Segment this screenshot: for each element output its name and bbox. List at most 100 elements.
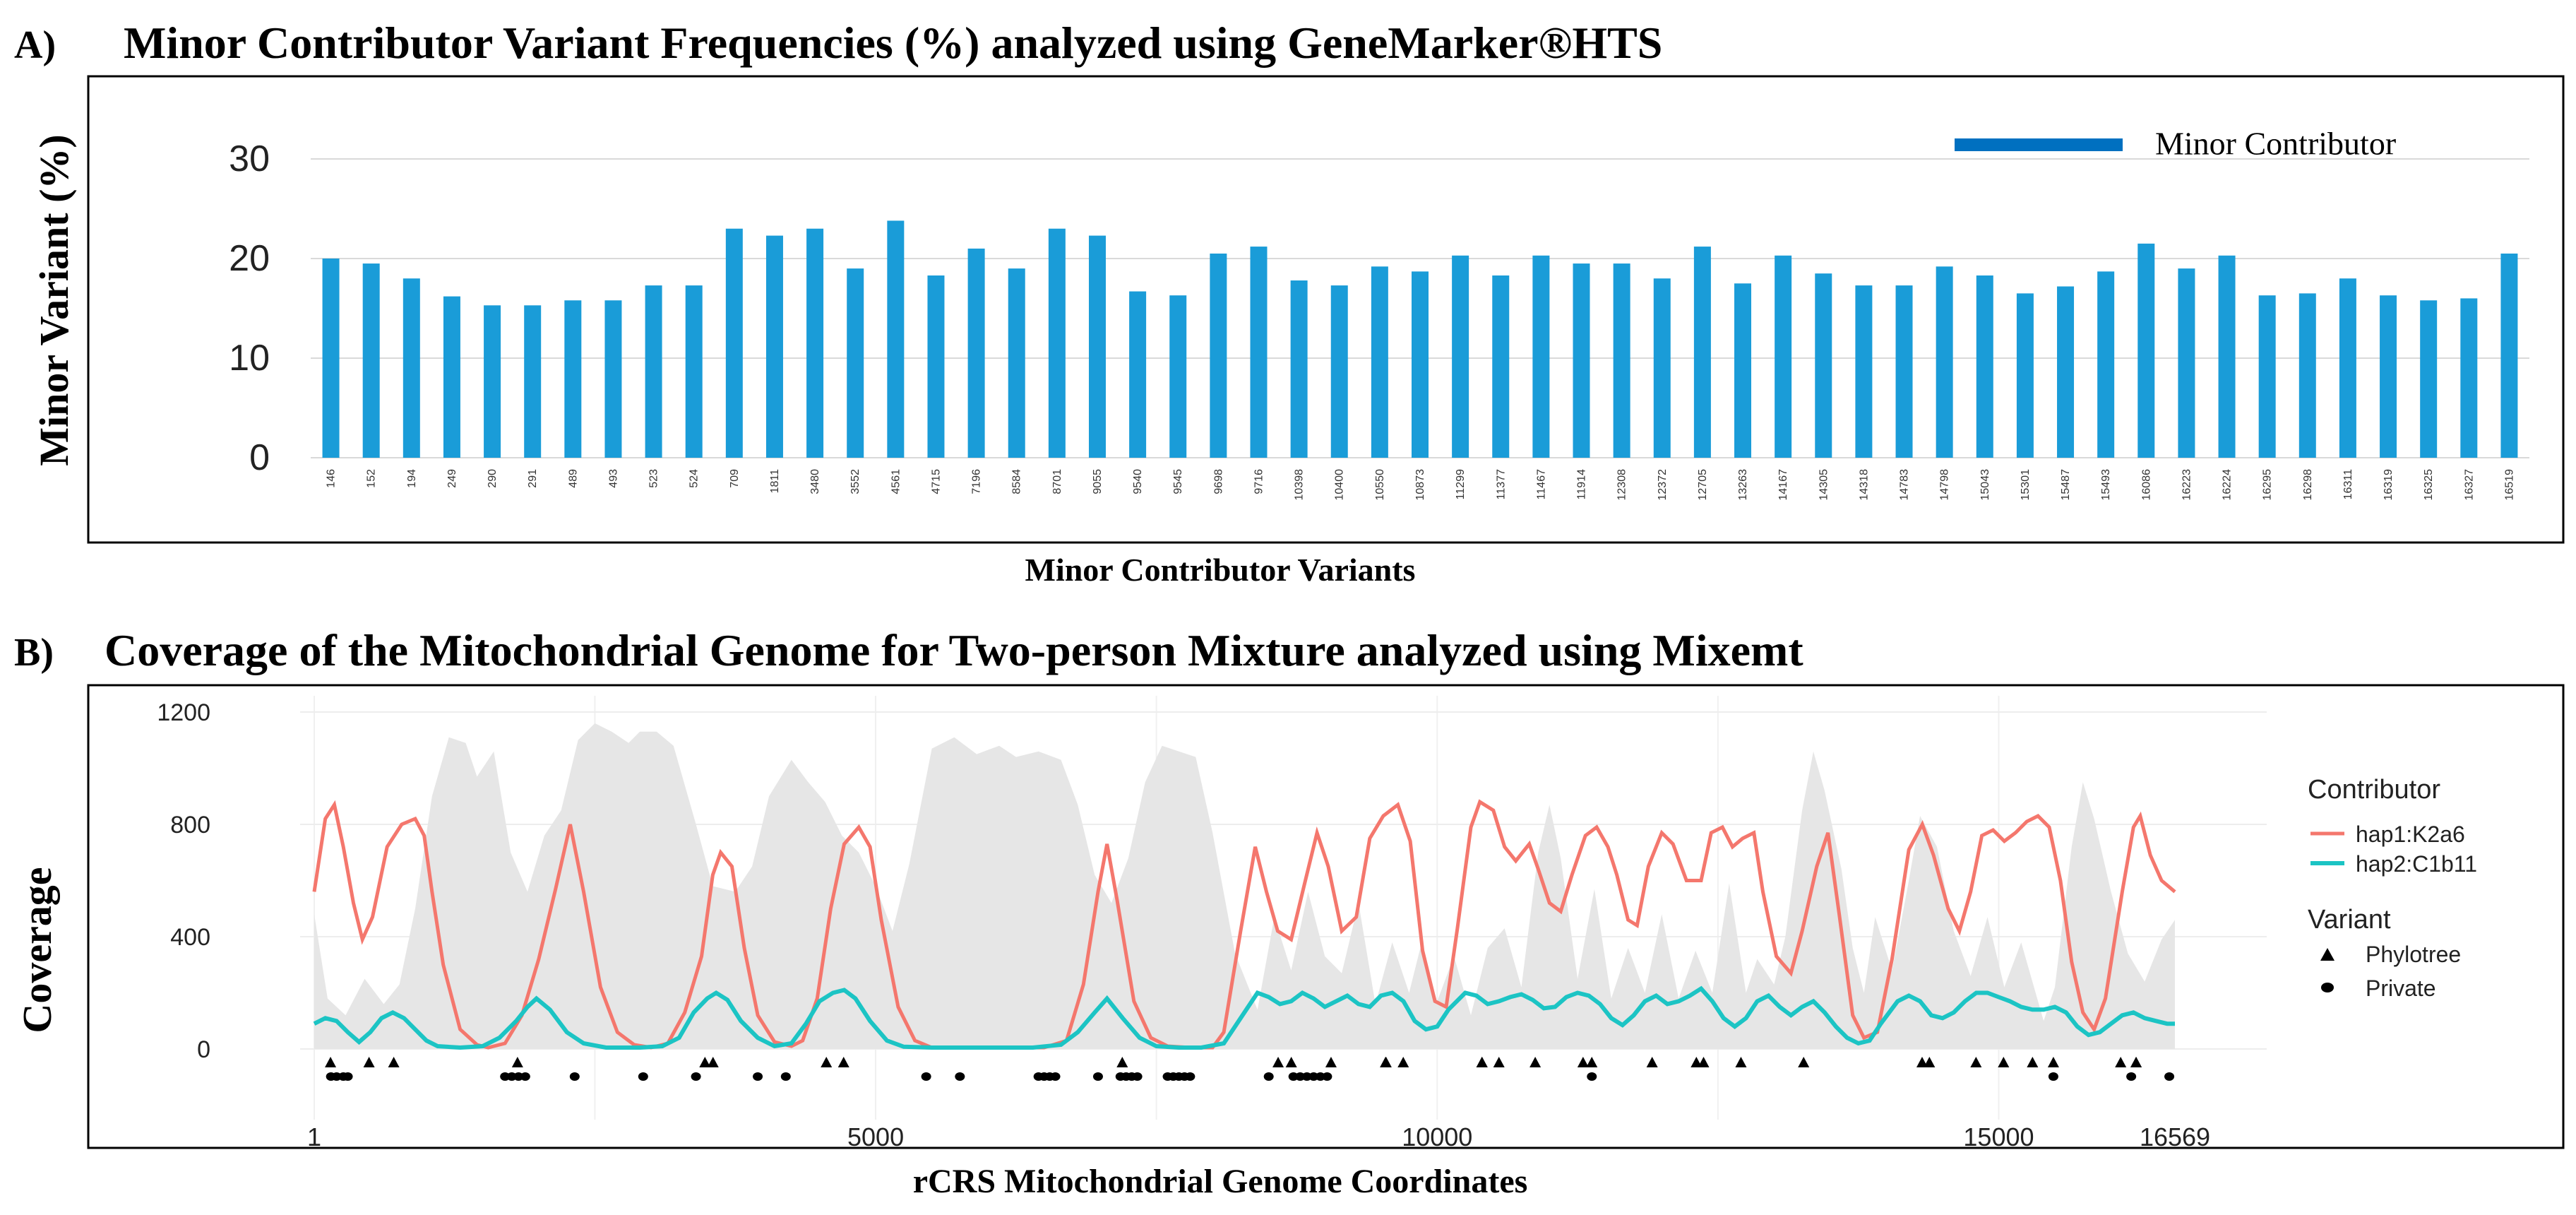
- phylotree-marker: [388, 1057, 400, 1067]
- panel-b-frame: [87, 684, 2565, 1149]
- a-x-tick-label: 523: [648, 469, 660, 488]
- a-x-tick-label: 16327: [2463, 469, 2475, 501]
- legend-phylotree-triangle-icon: [2320, 948, 2334, 961]
- a-x-tick-label: 14167: [1777, 469, 1789, 501]
- a-x-tick-label: 10550: [1374, 469, 1386, 501]
- private-marker: [753, 1072, 763, 1081]
- private-marker: [691, 1072, 701, 1081]
- phylotree-marker: [1586, 1057, 1598, 1067]
- a-bar-4715: [927, 275, 945, 458]
- panel-a-y-axis-label: Minor Variant (%): [31, 134, 77, 466]
- phylotree-marker: [1998, 1057, 2010, 1067]
- a-bar-152: [362, 263, 380, 458]
- a-x-tick-label: 12308: [1616, 469, 1628, 501]
- phylotree-marker: [1272, 1057, 1284, 1067]
- a-bar-10873: [1412, 271, 1429, 458]
- a-bar-9055: [1088, 235, 1106, 458]
- a-x-tick-label: 16298: [2302, 469, 2314, 501]
- private-marker: [569, 1072, 580, 1081]
- phylotree-marker: [1735, 1057, 1747, 1067]
- a-bar-11377: [1492, 275, 1510, 458]
- coverage-background-area: [314, 723, 2175, 1049]
- a-bar-493: [604, 300, 622, 458]
- private-marker: [1322, 1072, 1332, 1081]
- phylotree-marker: [511, 1057, 523, 1067]
- phylotree-marker: [707, 1057, 719, 1067]
- a-bar-14798: [1936, 266, 1953, 458]
- panel-b-y-ticks: 0 400 800 1200: [157, 699, 210, 1063]
- private-marker: [1050, 1072, 1061, 1081]
- private-marker: [1587, 1072, 1597, 1081]
- panel-b-legend: Contributor hap1:K2a6 hap2:C1b11 Variant…: [2308, 775, 2477, 1001]
- private-marker: [921, 1072, 931, 1081]
- a-bar-9716: [1250, 247, 1268, 458]
- a-bar-524: [685, 285, 703, 458]
- phylotree-marker: [1530, 1057, 1542, 1067]
- a-bar-16295: [2258, 295, 2276, 458]
- a-x-tick-label: 16086: [2140, 469, 2152, 501]
- a-x-tick-label: 8701: [1051, 469, 1063, 494]
- private-marker: [780, 1072, 791, 1081]
- private-marker: [520, 1072, 530, 1081]
- a-x-tick-label: 152: [366, 469, 378, 488]
- a-bar-16086: [2137, 243, 2155, 458]
- a-x-tick-label: 13263: [1737, 469, 1749, 501]
- a-bar-9545: [1169, 295, 1187, 458]
- panel-a-letter: A): [14, 23, 56, 67]
- a-x-tick-label: 9055: [1092, 469, 1104, 494]
- a-bar-16311: [2339, 278, 2356, 458]
- phylotree-marker: [1577, 1057, 1589, 1067]
- a-x-tick-label: 524: [688, 469, 700, 488]
- legend-contributor-title: Contributor: [2308, 775, 2440, 805]
- a-x-tick-label: 14318: [1858, 469, 1870, 501]
- phylotree-marker: [1690, 1057, 1703, 1067]
- a-bar-14167: [1775, 255, 1792, 458]
- a-bar-709: [725, 228, 743, 458]
- a-bar-14318: [1855, 285, 1873, 458]
- a-bar-16325: [2420, 300, 2438, 458]
- a-x-tick-label: 3552: [849, 469, 861, 494]
- b-x-tick-label: 16569: [2140, 1122, 2210, 1151]
- a-x-tick-label: 16223: [2181, 469, 2193, 501]
- b-x-tick-label: 1: [307, 1122, 321, 1151]
- private-marker: [638, 1072, 648, 1081]
- a-bar-11299: [1452, 255, 1469, 458]
- a-bar-10550: [1371, 266, 1388, 458]
- a-bar-3552: [847, 268, 864, 458]
- a-bar-290: [484, 305, 501, 458]
- a-x-tick-label: 9698: [1212, 469, 1224, 494]
- hap1-coverage-line: [312, 799, 2176, 1050]
- a-x-tick-label: 14305: [1818, 469, 1830, 501]
- a-bar-16224: [2218, 255, 2236, 458]
- a-bar-15301: [2016, 293, 2034, 458]
- panel-a-x-axis-label: Minor Contributor Variants: [1025, 552, 1416, 588]
- phylotree-marker: [2130, 1057, 2142, 1067]
- private-marker: [1132, 1072, 1143, 1081]
- a-x-tick-label: 249: [446, 469, 458, 488]
- a-x-tick-label: 489: [567, 469, 579, 488]
- private-marker: [1092, 1072, 1103, 1081]
- legend-private-label: Private: [2366, 976, 2436, 1001]
- a-x-tick-label: 16325: [2423, 469, 2435, 501]
- a-x-tick-label: 15043: [1979, 469, 1991, 501]
- a-bar-16298: [2298, 293, 2316, 458]
- a-x-tick-label: 12372: [1657, 469, 1669, 501]
- a-y-tick-label: 20: [229, 238, 270, 279]
- a-x-tick-label: 16311: [2342, 469, 2354, 499]
- a-bar-9698: [1210, 253, 1227, 458]
- a-bar-8701: [1048, 228, 1066, 458]
- a-x-tick-label: 11377: [1495, 469, 1507, 499]
- a-x-tick-label: 9545: [1172, 469, 1184, 494]
- a-x-tick-label: 4561: [890, 469, 902, 494]
- a-bar-9540: [1129, 291, 1147, 458]
- hap2-coverage-line: [313, 985, 2175, 1050]
- private-marker: [2164, 1072, 2175, 1081]
- a-y-tick-label: 10: [229, 338, 270, 379]
- panel-a-title: Minor Contributor Variant Frequencies (%…: [124, 18, 1662, 68]
- a-x-tick-label: 493: [607, 469, 619, 488]
- a-bar-291: [524, 305, 542, 458]
- a-bar-14783: [1895, 285, 1913, 458]
- panel-a-x-tick-labels: 146 152 194 249 290 291 489 493 523 524 709 1811 348…: [326, 469, 2516, 501]
- a-bar-15043: [1976, 275, 1993, 458]
- a-x-tick-label: 15301: [2020, 469, 2032, 501]
